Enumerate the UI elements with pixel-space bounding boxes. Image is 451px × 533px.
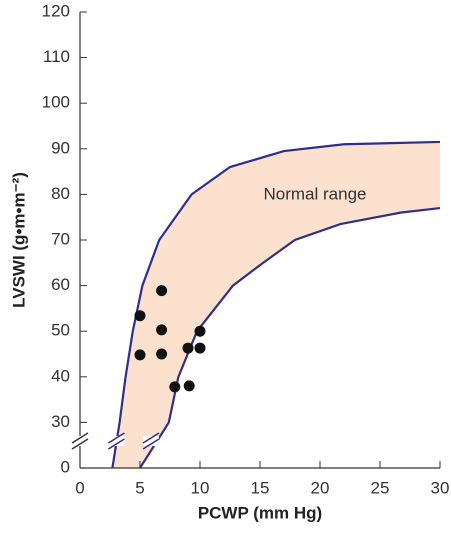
x-tick-label: 30 [431, 478, 450, 497]
y-tick-label: 90 [51, 138, 70, 157]
y-tick-label: 40 [51, 366, 70, 385]
x-tick-label: 10 [191, 478, 210, 497]
point [183, 380, 195, 392]
x-tick-label: 15 [251, 478, 270, 497]
break-gap [108, 436, 125, 446]
x-tick-label: 5 [135, 478, 144, 497]
normal-range-fill [112, 141, 441, 468]
x-axis-label: PCWP (mm Hg) [198, 503, 322, 522]
x-tick-label: 0 [75, 478, 84, 497]
point [194, 342, 206, 354]
point [156, 285, 168, 297]
annotation: Normal range [264, 184, 367, 203]
y-tick-label: 50 [51, 321, 70, 340]
break-mark [108, 438, 125, 450]
point [156, 348, 168, 360]
point [182, 342, 194, 354]
y-axis-label: LVSWI (g•m•m⁻²) [9, 172, 28, 308]
y-tick-label: 100 [42, 93, 70, 112]
break-mark [71, 432, 89, 444]
break-mark [108, 432, 125, 444]
y-tick-label: 110 [43, 47, 70, 66]
y-tick-label: 0 [61, 457, 70, 476]
break-mark [142, 432, 160, 444]
break-gap [72, 436, 88, 446]
y-tick-label: 60 [51, 275, 70, 294]
y-tick-label: 120 [42, 1, 70, 20]
break-mark [142, 438, 160, 450]
point [156, 324, 168, 336]
x-tick-label: 25 [371, 478, 390, 497]
break-gap [143, 436, 159, 446]
break-mark [71, 438, 89, 450]
point [169, 381, 181, 393]
range-curve [139, 206, 441, 469]
y-tick-label: 30 [51, 412, 70, 431]
point [134, 310, 146, 322]
range-curve [111, 140, 441, 469]
x-tick-label: 20 [311, 478, 330, 497]
y-tick-label: 80 [51, 184, 70, 203]
point [134, 349, 146, 361]
point [194, 325, 206, 337]
y-tick-label: 70 [51, 229, 70, 248]
